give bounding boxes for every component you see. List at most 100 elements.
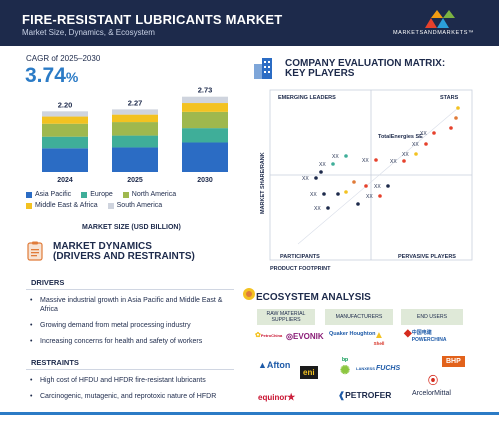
- matrix-company-point: [424, 142, 428, 146]
- matrix-company-point: [402, 159, 406, 163]
- logo-shell: ▲ Shell: [373, 330, 385, 346]
- matrix-company-point: [322, 192, 326, 196]
- logo-fuchs: FUCHS: [376, 365, 401, 372]
- restraints-label: RESTRAINTS: [31, 358, 79, 367]
- restraint-item: High cost of HFDU and HFDR fire-resistan…: [30, 376, 240, 385]
- matrix-point-label: XX: [374, 184, 381, 190]
- eco-column-raw-material: RAW MATERIAL SUPPLIERS: [257, 309, 315, 325]
- cagr-label: CAGR of 2025–2030: [26, 54, 101, 63]
- logo-equinor: equinor✯: [258, 392, 295, 402]
- ecosystem-title: ECOSYSTEM ANALYSIS: [256, 292, 371, 303]
- matrix-company-point: [374, 158, 378, 162]
- legend-south-america: South America: [107, 202, 162, 209]
- drivers-divider: [26, 289, 234, 290]
- logo-bp: bp ✺: [340, 357, 351, 377]
- cagr-value: 3.74%: [25, 64, 79, 87]
- bar-segment-south-america-2024: [42, 111, 88, 117]
- bar-total-label: 2.20: [58, 100, 73, 109]
- driver-item: Massive industrial growth in Asia Pacifi…: [30, 296, 235, 314]
- drivers-label: DRIVERS: [31, 278, 65, 287]
- matrix-point-label: XX: [366, 194, 373, 200]
- matrix-company-point: [386, 184, 390, 188]
- matrix-company-point: [378, 194, 382, 198]
- legend-asia-pacific: Asia Pacific: [26, 191, 71, 198]
- quadrant-participants: PARTICIPANTS: [280, 254, 320, 260]
- bar-segment-asia-pacific-2025: [112, 147, 158, 172]
- bar-segment-asia-pacific-2030: [182, 142, 228, 172]
- restraints-divider: [26, 369, 234, 370]
- matrix-company-point: [336, 192, 340, 196]
- bar-segment-europe-2025: [112, 135, 158, 148]
- matrix-title: COMPANY EVALUATION MATRIX: KEY PLAYERS: [285, 58, 446, 79]
- bar-segment-europe-2024: [42, 136, 88, 149]
- bar-segment-middle-east-africa-2025: [112, 114, 158, 123]
- top-company-label: TotalEnergies SE: [378, 134, 423, 140]
- matrix-point-label: XX: [319, 162, 326, 168]
- page-subtitle: Market Size, Dynamics, & Ecosystem: [22, 28, 155, 37]
- matrix-company-point: [326, 206, 330, 210]
- logo-eni: eni: [300, 366, 318, 379]
- footer-bar: [0, 412, 499, 415]
- bar-segment-north-america-2025: [112, 122, 158, 136]
- matrix-point-label: XX: [314, 206, 321, 212]
- bar-total-label: 2.27: [128, 98, 143, 107]
- logo-afton: ▲Afton: [258, 360, 291, 370]
- legend-north-america: North America: [122, 191, 176, 198]
- driver-item: Growing demand from metal processing ind…: [30, 321, 235, 330]
- brand-name: MARKETSANDMARKETS™: [393, 30, 475, 36]
- logo-petrochina: ✿PetroChina: [255, 332, 283, 339]
- ecosystem-icon: [243, 288, 255, 300]
- bar-segment-asia-pacific-2024: [42, 148, 88, 172]
- matrix-company-point: [454, 116, 458, 120]
- matrix-x-axis-label: PRODUCT FOOTPRINT: [270, 266, 331, 272]
- matrix-company-point: [432, 131, 436, 135]
- page-title: FIRE-RESISTANT LUBRICANTS MARKET: [22, 12, 283, 27]
- logo-quaker-houghton: Quaker Houghton: [329, 331, 376, 337]
- chart-x-label: MARKET SIZE (USD BILLION): [82, 224, 181, 231]
- drivers-list: Massive industrial growth in Asia Pacifi…: [30, 296, 235, 353]
- x-tick-label: 2025: [127, 177, 143, 184]
- bar-segment-europe-2030: [182, 128, 228, 143]
- market-size-bar-chart: 2.20 2024 2.27 2025 2.73 2030: [42, 86, 228, 184]
- bar-segment-north-america-2024: [42, 123, 88, 137]
- logo-petrofer: ❰PETROFER: [338, 390, 392, 400]
- restraints-list: High cost of HFDU and HFDR fire-resistan…: [30, 376, 240, 408]
- bar-segment-middle-east-africa-2024: [42, 116, 88, 124]
- chart-legend: Asia Pacific Europe North America Middle…: [26, 191, 236, 213]
- matrix-company-point: [344, 190, 348, 194]
- driver-item: Increasing concerns for health and safet…: [30, 337, 235, 346]
- matrix-company-point: [414, 152, 418, 156]
- bar-segment-south-america-2030: [182, 96, 228, 104]
- quadrant-pervasive-players: PERVASIVE PLAYERS: [398, 254, 456, 260]
- logo-bhp: BHP: [442, 356, 465, 367]
- legend-middle-east-africa: Middle East & Africa: [26, 202, 98, 209]
- matrix-company-point: [331, 162, 335, 166]
- legend-europe: Europe: [81, 191, 113, 198]
- brand-logo: MARKETSANDMARKETS™: [393, 8, 479, 40]
- matrix-point-label: XX: [390, 159, 397, 165]
- x-tick-label: 2030: [197, 177, 213, 184]
- arcelormittal-mark-icon: ⦿: [428, 376, 438, 387]
- matrix-company-point: [344, 154, 348, 158]
- header-banner: FIRE-RESISTANT LUBRICANTS MARKET Market …: [0, 0, 499, 46]
- quadrant-emerging-leaders: EMERGING LEADERS: [278, 95, 336, 101]
- matrix-point-label: XX: [362, 158, 369, 164]
- matrix-company-point: [352, 180, 356, 184]
- matrix-point-label: XX: [402, 152, 409, 158]
- restraint-item: Carcinogenic, mutagenic, and reprotoxic …: [30, 392, 240, 401]
- dynamics-title: MARKET DYNAMICS (DRIVERS AND RESTRAINTS): [53, 241, 195, 262]
- eco-column-manufacturers: MANUFACTURERS: [325, 309, 393, 325]
- matrix-point-label: XX: [412, 142, 419, 148]
- matrix-company-point: [356, 202, 360, 206]
- bar-total-label: 2.73: [198, 86, 213, 95]
- eco-column-end-users: END USERS: [401, 309, 463, 325]
- matrix-company-point: [364, 184, 368, 188]
- brand-mark-icon: [425, 10, 455, 28]
- clipboard-icon: [27, 241, 43, 261]
- bar-segment-south-america-2025: [112, 109, 158, 115]
- matrix-company-point: [319, 170, 323, 174]
- x-tick-label: 2024: [57, 177, 73, 184]
- matrix-point-label: XX: [302, 176, 309, 182]
- bar-segment-middle-east-africa-2030: [182, 103, 228, 112]
- logo-powerchina: ◆中国电建 POWERCHINA: [404, 328, 447, 344]
